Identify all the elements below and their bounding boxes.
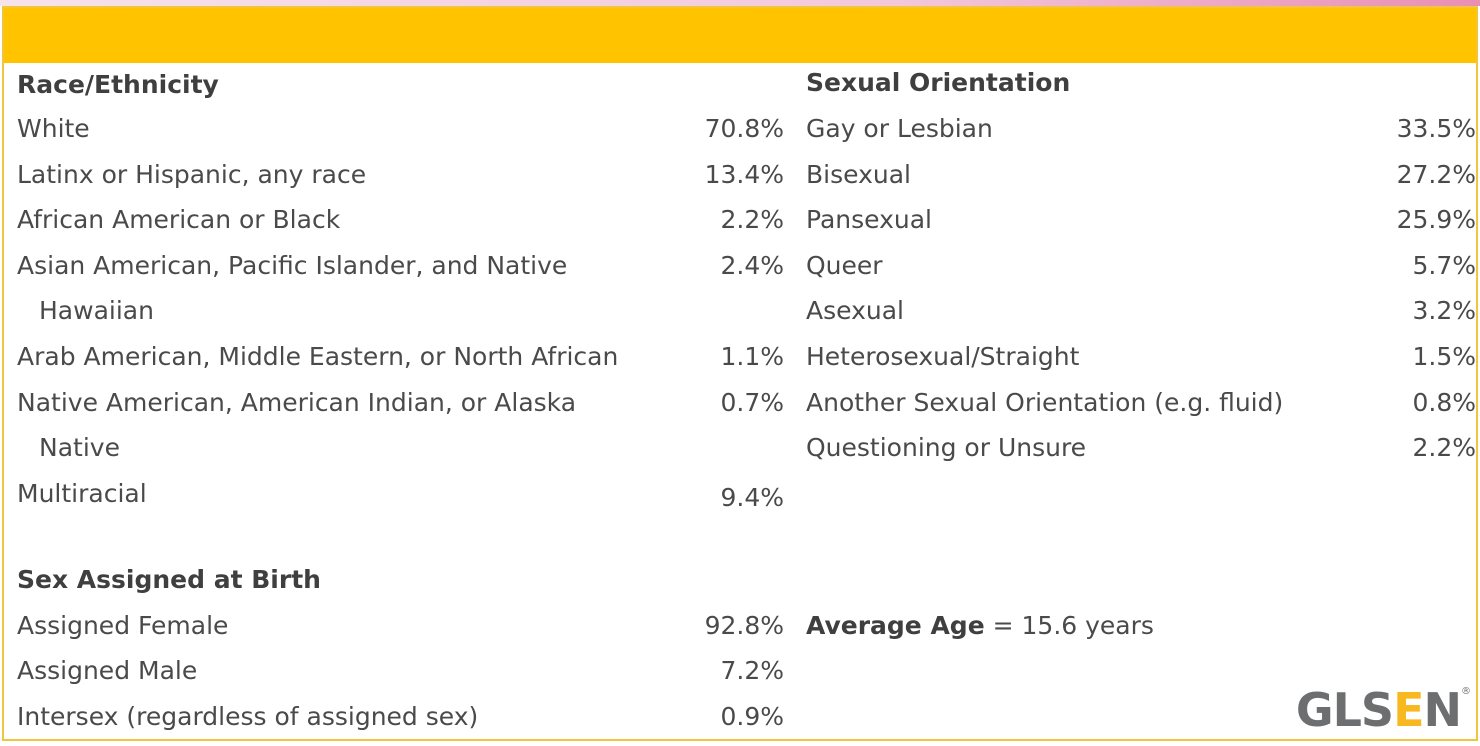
race-row: Latinx or Hispanic, any race 13.4% — [17, 160, 784, 204]
orientation-value: 33.5% — [1396, 114, 1476, 143]
race-label: Arab American, Middle Eastern, or North … — [17, 342, 619, 371]
sex-row: Intersex (regardless of assigned sex) 0.… — [17, 702, 784, 746]
orientation-row: Questioning or Unsure 2.2% — [806, 433, 1476, 477]
orientation-label: Queer — [806, 251, 883, 280]
orientation-row: Another Sexual Orientation (e.g. fluid) … — [806, 388, 1476, 432]
orientation-label: Another Sexual Orientation (e.g. fluid) — [806, 388, 1284, 417]
race-label: White — [17, 114, 90, 143]
race-label: African American or Black — [17, 205, 341, 234]
race-label: Asian American, Pacific Islander, and Na… — [17, 251, 568, 280]
average-age: Average Age = 15.6 years — [806, 611, 1154, 640]
orientation-heading: Sexual Orientation — [806, 68, 1071, 97]
sex-value: 0.9% — [720, 702, 784, 731]
orientation-row: Asexual 3.2% — [806, 296, 1476, 340]
race-label-continuation: Native — [39, 433, 120, 462]
orientation-row: Heterosexual/Straight 1.5% — [806, 342, 1476, 386]
race-value: 2.2% — [720, 205, 784, 234]
race-label: Latinx or Hispanic, any race — [17, 160, 367, 189]
race-value: 13.4% — [704, 160, 784, 189]
sex-row: Assigned Female 92.8% — [17, 611, 784, 655]
sex-value: 7.2% — [720, 656, 784, 685]
race-row: Native American, American Indian, or Ala… — [17, 388, 784, 462]
race-value: 70.8% — [704, 114, 784, 143]
orientation-row: Gay or Lesbian 33.5% — [806, 114, 1476, 158]
orientation-value: 25.9% — [1396, 205, 1476, 234]
sex-value: 92.8% — [704, 611, 784, 640]
orientation-label: Bisexual — [806, 160, 911, 189]
orientation-label: Asexual — [806, 296, 904, 325]
orientation-label: Questioning or Unsure — [806, 433, 1087, 462]
race-row: Asian American, Pacific Islander, and Na… — [17, 251, 784, 325]
sex-row: Assigned Male 7.2% — [17, 656, 784, 700]
orientation-label: Heterosexual/Straight — [806, 342, 1080, 371]
orientation-value: 2.2% — [1412, 433, 1476, 462]
race-label-continuation: Hawaiian — [39, 296, 154, 325]
average-age-value: = 15.6 years — [992, 611, 1154, 640]
race-value: 0.7% — [720, 388, 784, 417]
race-value: 9.4% — [720, 483, 784, 512]
sex-label: Assigned Male — [17, 656, 198, 685]
orientation-value: 27.2% — [1396, 160, 1476, 189]
race-row: Arab American, Middle Eastern, or North … — [17, 342, 784, 386]
average-age-label: Average Age — [806, 611, 985, 640]
orientation-label: Pansexual — [806, 205, 932, 234]
top-accent-strip — [0, 0, 1480, 6]
orientation-row: Bisexual 27.2% — [806, 160, 1476, 204]
orientation-row: Pansexual 25.9% — [806, 205, 1476, 249]
orientation-value: 0.8% — [1412, 388, 1476, 417]
race-value: 2.4% — [720, 251, 784, 280]
race-label: Multiracial — [17, 479, 147, 508]
race-row: African American or Black 2.2% — [17, 205, 784, 249]
slide-frame: Race/Ethnicity White 70.8% Latinx or His… — [2, 6, 1478, 741]
orientation-label: Gay or Lesbian — [806, 114, 993, 143]
race-row: Multiracial 9.4% — [17, 479, 784, 523]
glsen-logo: GLSEN® — [1295, 683, 1471, 737]
orientation-value: 3.2% — [1412, 296, 1476, 325]
sex-heading: Sex Assigned at Birth — [17, 565, 321, 594]
race-heading: Race/Ethnicity — [17, 70, 219, 99]
race-label: Native American, American Indian, or Ala… — [17, 388, 577, 417]
race-value: 1.1% — [720, 342, 784, 371]
orientation-value: 1.5% — [1412, 342, 1476, 371]
header-bar — [4, 8, 1476, 63]
orientation-value: 5.7% — [1412, 251, 1476, 280]
orientation-row: Queer 5.7% — [806, 251, 1476, 295]
race-row: White 70.8% — [17, 114, 784, 158]
sex-label: Assigned Female — [17, 611, 229, 640]
sex-label: Intersex (regardless of assigned sex) — [17, 702, 479, 731]
